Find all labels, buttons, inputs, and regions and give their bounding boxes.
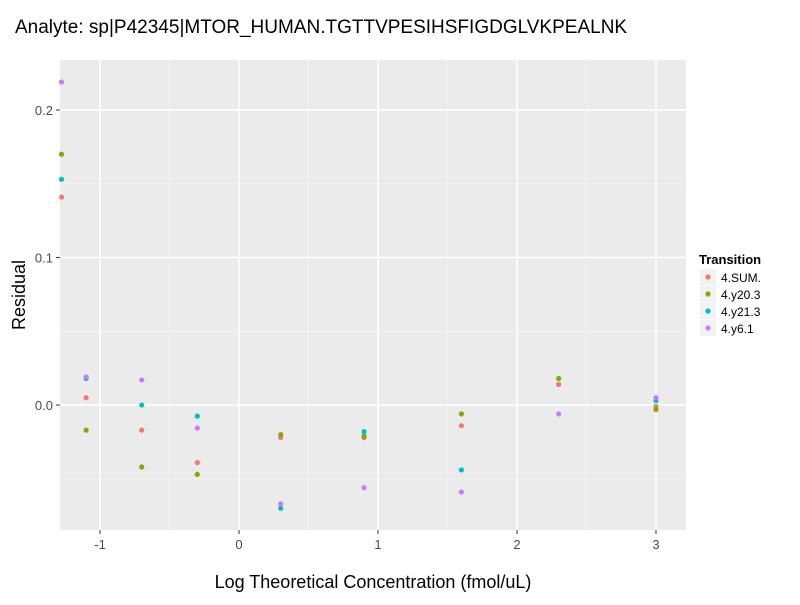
- gridlines: [60, 60, 686, 530]
- y-axis-label: Residual: [9, 260, 29, 330]
- legend: Transition 4.SUM. 4.y20.3 4.y21.3 4.y6.1: [699, 252, 761, 336]
- legend-marker: [705, 308, 711, 314]
- y-tick-label: 0.1: [35, 251, 53, 266]
- legend-title: Transition: [699, 252, 761, 267]
- plot-panel: [60, 60, 686, 530]
- data-point: [361, 485, 367, 491]
- data-point: [58, 176, 65, 182]
- legend-label: 4.y6.1: [721, 322, 754, 336]
- legend-label: 4.SUM.: [721, 271, 761, 285]
- data-point: [83, 395, 89, 401]
- x-tick-label: 0: [235, 537, 242, 552]
- data-point: [83, 427, 89, 433]
- legend-marker: [705, 325, 711, 331]
- data-point: [653, 395, 659, 401]
- data-point: [556, 411, 562, 417]
- data-point: [83, 374, 89, 380]
- legend-marker: [705, 274, 711, 280]
- y-tick-label: 0.2: [35, 103, 53, 118]
- data-point: [139, 402, 145, 408]
- data-point: [194, 459, 200, 466]
- x-axis-label: Log Theoretical Concentration (fmol/uL): [215, 572, 532, 592]
- data-point: [458, 423, 464, 429]
- data-point: [361, 429, 367, 435]
- data-point: [653, 406, 659, 413]
- data-point: [139, 427, 145, 433]
- y-tick-label: 0.0: [35, 398, 53, 413]
- data-point: [194, 471, 200, 477]
- data-point: [58, 194, 65, 200]
- data-point: [139, 464, 145, 470]
- data-point: [458, 489, 464, 495]
- data-point: [278, 431, 284, 438]
- x-tick-label: 2: [513, 537, 520, 552]
- data-point: [458, 411, 464, 417]
- data-points: [58, 79, 659, 511]
- data-point: [58, 79, 65, 85]
- data-point: [194, 425, 200, 431]
- legend-marker: [705, 291, 711, 297]
- x-tick-label: 3: [652, 537, 659, 552]
- data-point: [139, 377, 145, 383]
- data-point: [278, 501, 284, 507]
- axes: -1 0 1 2 3 0.0 0.1 0.2: [35, 103, 660, 552]
- data-point: [556, 375, 562, 382]
- data-point: [556, 381, 562, 387]
- chart-title: Analyte: sp|P42345|MTOR_HUMAN.TGTTVPESIH…: [15, 17, 627, 38]
- data-point: [58, 151, 65, 157]
- x-tick-label: -1: [94, 537, 106, 552]
- data-point: [361, 433, 367, 439]
- x-tick-label: 1: [374, 537, 381, 552]
- legend-label: 4.y21.3: [721, 305, 761, 319]
- data-point: [458, 467, 464, 473]
- data-point: [278, 505, 284, 511]
- data-point: [194, 413, 200, 419]
- legend-label: 4.y20.3: [721, 288, 761, 302]
